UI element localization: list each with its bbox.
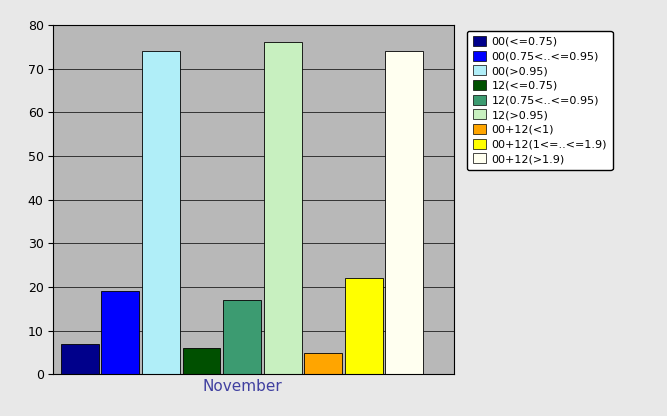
Bar	[183, 348, 221, 374]
Bar	[101, 291, 139, 374]
Bar	[263, 42, 301, 374]
Bar	[61, 344, 99, 374]
Bar	[223, 300, 261, 374]
Bar	[386, 51, 424, 374]
Legend: 00(<=0.75), 00(0.75<..<=0.95), 00(>0.95), 12(<=0.75), 12(0.75<..<=0.95), 12(>0.9: 00(<=0.75), 00(0.75<..<=0.95), 00(>0.95)…	[467, 30, 612, 170]
Bar	[345, 278, 383, 374]
Bar	[142, 51, 180, 374]
Bar	[304, 353, 342, 374]
